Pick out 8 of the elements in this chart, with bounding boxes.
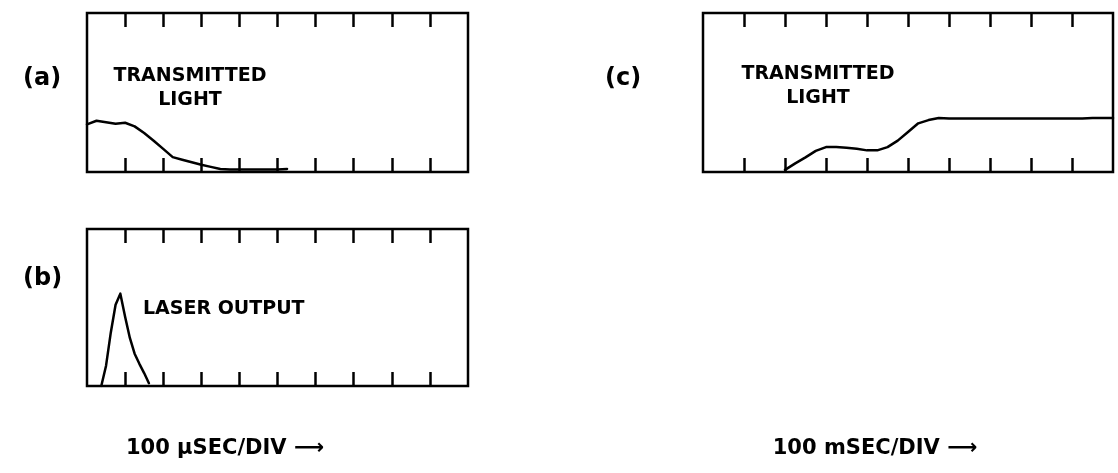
x-axis-title: 100 μSEC/DIV ⟶ bbox=[125, 435, 325, 459]
chart-title: (a) bbox=[23, 63, 62, 91]
annotation: LASER OUTPUT bbox=[143, 296, 305, 318]
chart-title: (b) bbox=[23, 263, 63, 291]
text: TRANSMITTED LIGHT bbox=[741, 61, 895, 107]
chart-title: (c) bbox=[605, 63, 642, 91]
x-axis-title: 100 mSEC/DIV ⟶ bbox=[772, 435, 978, 459]
text: TRANSMITTED LIGHT bbox=[113, 63, 267, 109]
